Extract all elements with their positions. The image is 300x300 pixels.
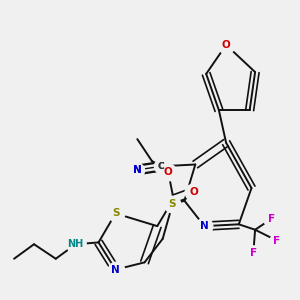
Text: O: O [189, 187, 198, 197]
Text: C: C [158, 162, 164, 171]
Text: N: N [200, 221, 209, 231]
Text: S: S [112, 208, 119, 218]
Text: N: N [111, 265, 120, 275]
Text: N: N [133, 165, 142, 175]
Text: S: S [169, 200, 176, 209]
Text: C: C [158, 162, 164, 171]
Text: O: O [164, 167, 172, 177]
Text: O: O [222, 40, 230, 50]
Text: F: F [268, 214, 275, 224]
Text: F: F [250, 248, 257, 258]
Text: NH: NH [68, 239, 84, 249]
Text: F: F [273, 236, 280, 246]
Text: N: N [133, 165, 142, 175]
